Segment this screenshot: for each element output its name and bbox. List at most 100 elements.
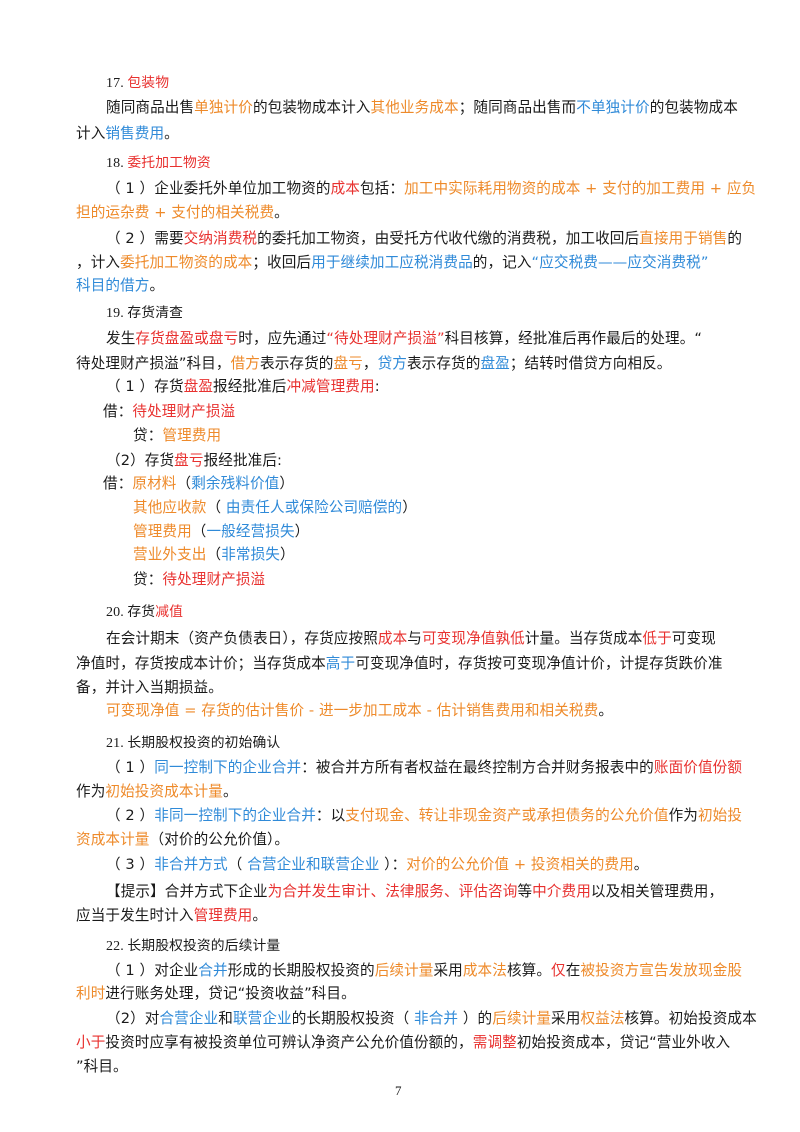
text-segment: 原材料 [132, 475, 177, 492]
text-segment: 在 [565, 962, 581, 979]
text-segment: 时，应先通过 [238, 330, 327, 347]
text-segment: 可变现净值 = 存货的估计售价 - 进一步加工成本 - 估计销售费用和相关税费 [106, 702, 599, 719]
text-segment: 报经批准后 [213, 378, 287, 395]
text-segment: 报经批准后: [203, 452, 283, 469]
text-line: （ 3 ）非合并方式（ 合营企业和联营企业 ）：对价的公允价值 + 投资相关的费… [106, 855, 649, 875]
text-segment: 委托加工物资 [127, 155, 211, 171]
text-segment: 资成本计量 [76, 831, 150, 848]
text-segment: 管理费用 [193, 907, 253, 924]
text-segment: 【提示】合并方式下企业 [106, 883, 268, 900]
section-heading: 20. 存货减值 [106, 602, 183, 623]
text-line: 可变现净值 = 存货的估计售价 - 进一步加工成本 - 估计销售费用和相关税费。 [106, 701, 613, 721]
text-segment: 加工中实际耗用物资的成本 + 支付的加工费用 + 应负 [404, 180, 757, 197]
text-segment: 合营企业和联营企业 [247, 856, 380, 873]
text-segment: 存货清查 [127, 305, 183, 321]
text-segment: 与 [407, 630, 422, 647]
text-segment: 销售费用 [105, 125, 165, 142]
section-heading: 17. 包装物 [106, 73, 169, 94]
text-segment: 作为 [76, 783, 106, 800]
text-segment: ） [402, 499, 417, 516]
text-segment: 17. [106, 76, 128, 91]
text-segment: 后续计量 [374, 962, 434, 979]
text-segment: 借： [103, 475, 133, 492]
text-segment: （ [176, 475, 192, 492]
text-line: （2）存货盘亏报经批准后: [106, 451, 282, 471]
text-line: 贷：管理费用 [133, 426, 221, 446]
text-line: （ 1 ）企业委托外单位加工物资的成本包括：加工中实际耗用物资的成本 + 支付的… [106, 179, 756, 199]
text-segment: 盘盈 [480, 355, 510, 372]
text-segment: ：被合并方所有者权益在最终控制方合并财务报表中的 [301, 759, 654, 776]
text-segment: （ 1 ） [106, 759, 155, 776]
text-line: 净值时，存货按成本计价；当存货成本高于可变现净值时，存货按可变现净值计价，计提存… [76, 654, 723, 674]
text-line: 作为初始投资成本计量。 [76, 782, 238, 802]
text-segment: ） [279, 475, 295, 492]
text-segment: “应交税费——应交消费税” [531, 254, 709, 271]
text-segment: 待处理财产损溢 [162, 571, 266, 588]
text-segment: 。 [633, 856, 649, 873]
text-segment: “待处理财产损溢” [326, 330, 445, 347]
text-segment: 贷： [133, 571, 163, 588]
text-line: （ 1 ）存货盘盈报经批准后冲减管理费用: [106, 377, 380, 397]
text-segment: ；结转时借贷方向相反。 [509, 355, 672, 372]
text-segment: 形成的长期股权投资的 [227, 962, 375, 979]
section-heading: 19. 存货清查 [106, 303, 183, 324]
text-segment: 长期股权投资的后续计量 [127, 938, 281, 954]
text-line: 发生存货盘盈或盘亏时，应先通过“待处理财产损溢”科目核算，经批准后再作最后的处理… [106, 329, 702, 349]
text-line: 小于投资时应享有被投资单位可辨认净资产公允价值份额的，需调整初始投资成本，贷记“… [76, 1033, 730, 1053]
text-segment: 包装物 [127, 75, 170, 91]
text-line: 待处理财产损溢”科目，借方表示存货的盘亏，贷方表示存货的盘盈；结转时借贷方向相反… [76, 354, 671, 374]
text-segment: 同一控制下的企业合并 [154, 759, 302, 776]
text-segment: 的包装物成本计入 [252, 99, 371, 116]
text-segment: 直接用于销售 [639, 230, 728, 247]
text-segment: 待处理财产损溢”科目， [76, 355, 231, 372]
text-segment: 管理费用 [162, 427, 222, 444]
page-number: 7 [395, 1083, 402, 1098]
text-line: （ 2 ）非同一控制下的企业合并：以支付现金、转让非现金资产或承担债务的公允价值… [106, 806, 742, 826]
section-heading: 18. 委托加工物资 [106, 153, 211, 174]
text-segment: ） [294, 523, 310, 540]
text-segment: 。 [274, 204, 289, 221]
text-segment: ， [362, 355, 378, 372]
text-line: 资成本计量（对价的公允价值）。 [76, 830, 289, 850]
text-line: 随同商品出售单独计价的包装物成本计入其他业务成本；随同商品出售而不单独计价的包装… [106, 98, 738, 118]
text-segment: 科目的借方 [76, 277, 150, 294]
text-segment: 非同一控制下的企业合并 [154, 807, 316, 824]
text-segment: 可变现净值孰低 [421, 630, 525, 647]
section-heading: 21. 长期股权投资的初始确认 [106, 733, 280, 754]
text-segment: 权益法 [580, 1010, 625, 1027]
text-segment: 担的运杂费 + 支付的相关税费 [76, 204, 275, 221]
text-segment: 一般经营损失 [206, 523, 295, 540]
text-segment: （ 2 ） [106, 807, 155, 824]
text-line: 科目的借方。 [76, 276, 164, 296]
text-segment: 核算。初始投资成本 [624, 1010, 757, 1027]
text-segment: 合并 [198, 962, 228, 979]
text-segment: 表示存货的 [260, 355, 334, 372]
text-segment: 初始投 [697, 807, 743, 824]
text-segment: 22. [106, 939, 128, 954]
text-segment: 可变现净值时，存货按可变现净值计价，计提存货跌价准 [355, 655, 723, 672]
text-segment: 发生 [106, 330, 136, 347]
text-segment: 表示存货的 [406, 355, 481, 372]
text-segment: 借： [103, 403, 133, 420]
text-segment: 。 [222, 783, 238, 800]
text-segment: 备，并计入当期损益。 [76, 679, 223, 696]
text-segment: 18. [106, 156, 128, 171]
text-line: 贷：待处理财产损溢 [133, 570, 265, 590]
text-segment: （ 1 ）企业委托外单位加工物资的 [106, 180, 331, 197]
text-segment: : [374, 378, 380, 395]
text-line: 借：待处理财产损溢 [103, 402, 235, 422]
text-segment: 交纳消费税 [183, 230, 258, 247]
text-segment: 盘亏 [174, 452, 204, 469]
text-line: 应当于发生时计入管理费用。 [76, 906, 267, 926]
text-segment: （ [191, 523, 207, 540]
text-segment: 账面价值份额 [653, 759, 743, 776]
text-segment: 包括： [359, 180, 405, 197]
text-segment: 中介费用 [532, 883, 591, 900]
text-line: 其他应收款（ 由责任人或保险公司赔偿的） [133, 498, 417, 518]
text-segment: ：以 [315, 807, 346, 824]
text-segment: 被投资方宣告发放现金股 [580, 962, 743, 979]
text-segment: ；收回后 [252, 254, 312, 271]
text-line: 【提示】合并方式下企业为合并发生审计、法律服务、评估咨询等中介费用以及相关管理费… [106, 882, 723, 902]
text-line: （ 2 ）需要交纳消费税的委托加工物资，由受托方代收代缴的消费税，加工收回后直接… [106, 229, 742, 249]
